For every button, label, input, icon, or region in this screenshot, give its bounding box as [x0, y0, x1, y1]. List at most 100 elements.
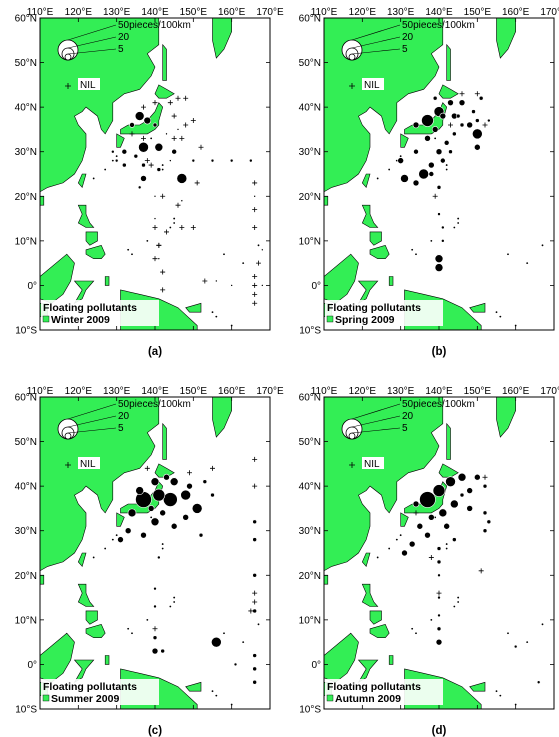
pollutant-dot	[198, 532, 204, 538]
lat-tick-label: 10°S	[299, 326, 321, 337]
lon-tick-label: 160°E	[502, 386, 530, 397]
pollutant-dot	[435, 638, 443, 646]
nil-label: NIL	[364, 459, 380, 470]
pollutant-dot	[482, 528, 488, 534]
lat-tick-label: 30°N	[15, 147, 37, 158]
nil-label-bg	[362, 78, 384, 90]
pollutant-dot	[111, 149, 115, 154]
nil-plus-marker	[141, 135, 146, 141]
lon-tick-label: 170°E	[256, 386, 284, 397]
pollutant-dot	[428, 171, 435, 177]
islet-marker	[257, 244, 260, 247]
map-content	[40, 18, 275, 330]
lat-tick-label: 60°N	[299, 14, 321, 25]
pollutant-dot	[229, 158, 234, 163]
pollutant-dot	[253, 194, 256, 198]
pollutant-dot	[436, 626, 442, 632]
pollutant-dot	[452, 537, 457, 542]
pollutant-dot	[437, 212, 441, 216]
lat-tick-label: 40°N	[15, 103, 37, 114]
pollutant-dot	[413, 148, 419, 155]
pollutant-dot	[434, 254, 444, 263]
mindanao-land	[369, 244, 390, 260]
nil-plus-marker	[190, 224, 196, 230]
islet-marker	[411, 248, 414, 251]
map-panel-c: 110°E 120°E 130°E 140°E 150°E 160°E 170°E 60°N 5…	[15, 386, 284, 737]
islet-marker	[457, 222, 460, 224]
islet-marker	[376, 177, 379, 180]
kamchatka-land	[496, 18, 517, 59]
islet-marker	[111, 538, 114, 541]
kyushu-land	[400, 512, 409, 527]
lat-tick-label: 20°N	[299, 192, 321, 203]
nil-plus-marker	[252, 282, 258, 288]
legend-leader-line	[351, 48, 401, 55]
nil-plus-marker	[198, 144, 204, 150]
pollutant-dot	[458, 99, 466, 106]
asia-mainland-land	[40, 18, 160, 193]
sulawesi-land	[357, 280, 379, 305]
nil-plus-marker	[436, 590, 442, 596]
pollutant-dot	[249, 158, 253, 163]
pollutant-dot	[153, 604, 157, 609]
pollutant-dot	[141, 162, 146, 168]
lat-tick-label: 0°	[311, 660, 321, 671]
pollutant-dot	[180, 489, 191, 501]
islet-marker	[223, 632, 225, 635]
islet-marker	[507, 632, 509, 635]
taiwan-land	[361, 552, 371, 568]
nil-plus-marker	[248, 608, 254, 614]
lat-tick-label: 20°N	[15, 192, 37, 203]
panel-letter: (a)	[148, 346, 162, 358]
islet-marker	[211, 690, 214, 693]
halmahera-land	[388, 276, 394, 286]
islet-marker	[161, 168, 164, 171]
caption-season: Summer 2009	[51, 693, 119, 705]
pollutant-dot	[180, 199, 184, 203]
nil-plus-marker	[175, 202, 181, 208]
nil-plus-marker	[252, 599, 258, 605]
caption-bg	[41, 679, 159, 705]
pollutant-dot	[140, 531, 147, 539]
nil-plus-marker	[167, 100, 173, 106]
nil-plus-marker	[129, 131, 135, 137]
pollutant-dot	[439, 112, 447, 120]
asia-mainland-land	[40, 397, 160, 572]
islet-marker	[173, 217, 176, 220]
pollutant-dot	[133, 153, 139, 159]
lon-tick-label: 170°E	[540, 7, 559, 18]
caption-bg	[325, 300, 443, 326]
kyushu-land	[400, 133, 409, 148]
lon-tick-label: 170°E	[256, 7, 284, 18]
pollutant-dot	[156, 167, 162, 172]
islet-marker	[273, 253, 275, 255]
pollutant-dot	[431, 126, 439, 133]
pollutant-dot	[138, 141, 149, 153]
kamchatka-land	[212, 18, 232, 59]
nil-plus-marker	[156, 242, 162, 248]
legend-leader-line	[351, 403, 401, 420]
kamchatka-land	[212, 397, 232, 438]
pollutant-dot	[421, 114, 434, 127]
nil-plus-marker	[148, 162, 154, 168]
nil-plus-marker	[187, 470, 192, 476]
pollutant-dot	[419, 491, 436, 508]
pollutant-dot	[153, 194, 157, 198]
lat-tick-label: 50°N	[299, 437, 321, 448]
pollutant-dot	[153, 586, 157, 591]
pollutant-dot	[437, 595, 441, 600]
nil-label: NIL	[364, 80, 380, 91]
islet-marker	[514, 703, 517, 706]
pollutant-dot	[412, 179, 420, 187]
caption-title: Floating pollutants	[327, 302, 421, 314]
pollutant-dot	[169, 477, 179, 486]
pollutant-dot	[147, 505, 155, 512]
visayas-land	[369, 231, 382, 246]
taiwan-land	[77, 552, 87, 568]
borneo-land	[40, 632, 75, 683]
halmahera-land	[104, 655, 110, 665]
islet-marker	[541, 623, 544, 626]
legend-size-label: 50pieces/100km	[402, 20, 475, 31]
pollutant-dot	[428, 514, 435, 521]
islet-marker	[115, 534, 118, 537]
